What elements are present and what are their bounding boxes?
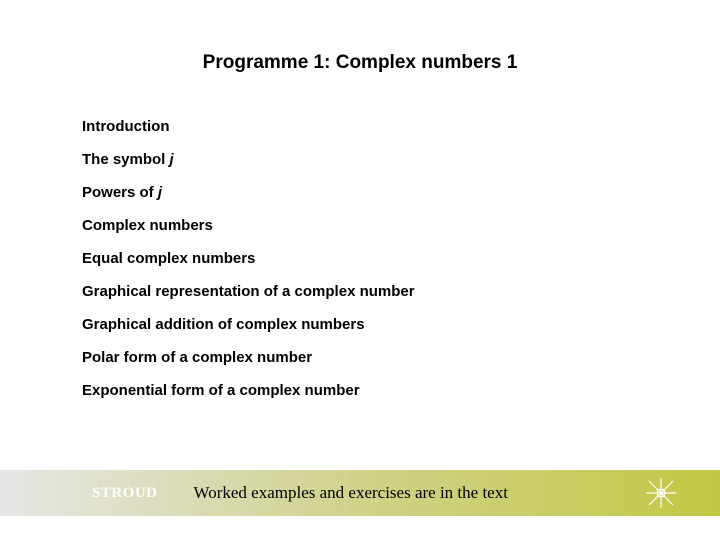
topic-item: Polar form of a complex number: [82, 349, 415, 366]
topic-item: Graphical addition of complex numbers: [82, 316, 415, 333]
topic-item: Equal complex numbers: [82, 250, 415, 267]
starburst-icon: [644, 476, 678, 510]
footer-bar: STROUD Worked examples and exercises are…: [0, 470, 720, 516]
topic-item: Graphical representation of a complex nu…: [82, 283, 415, 300]
topic-item: Introduction: [82, 118, 415, 135]
topics-list: Introduction The symbol j Powers of j Co…: [82, 118, 415, 415]
page-title: Programme 1: Complex numbers 1: [0, 52, 720, 74]
footer-brand: STROUD: [92, 485, 158, 502]
slide: Programme 1: Complex numbers 1 Introduct…: [0, 0, 720, 540]
topic-item: Powers of j: [82, 184, 415, 201]
footer-text: Worked examples and exercises are in the…: [194, 483, 508, 503]
topic-item: Complex numbers: [82, 217, 415, 234]
topic-item: Exponential form of a complex number: [82, 382, 415, 399]
topic-item: The symbol j: [82, 151, 415, 168]
